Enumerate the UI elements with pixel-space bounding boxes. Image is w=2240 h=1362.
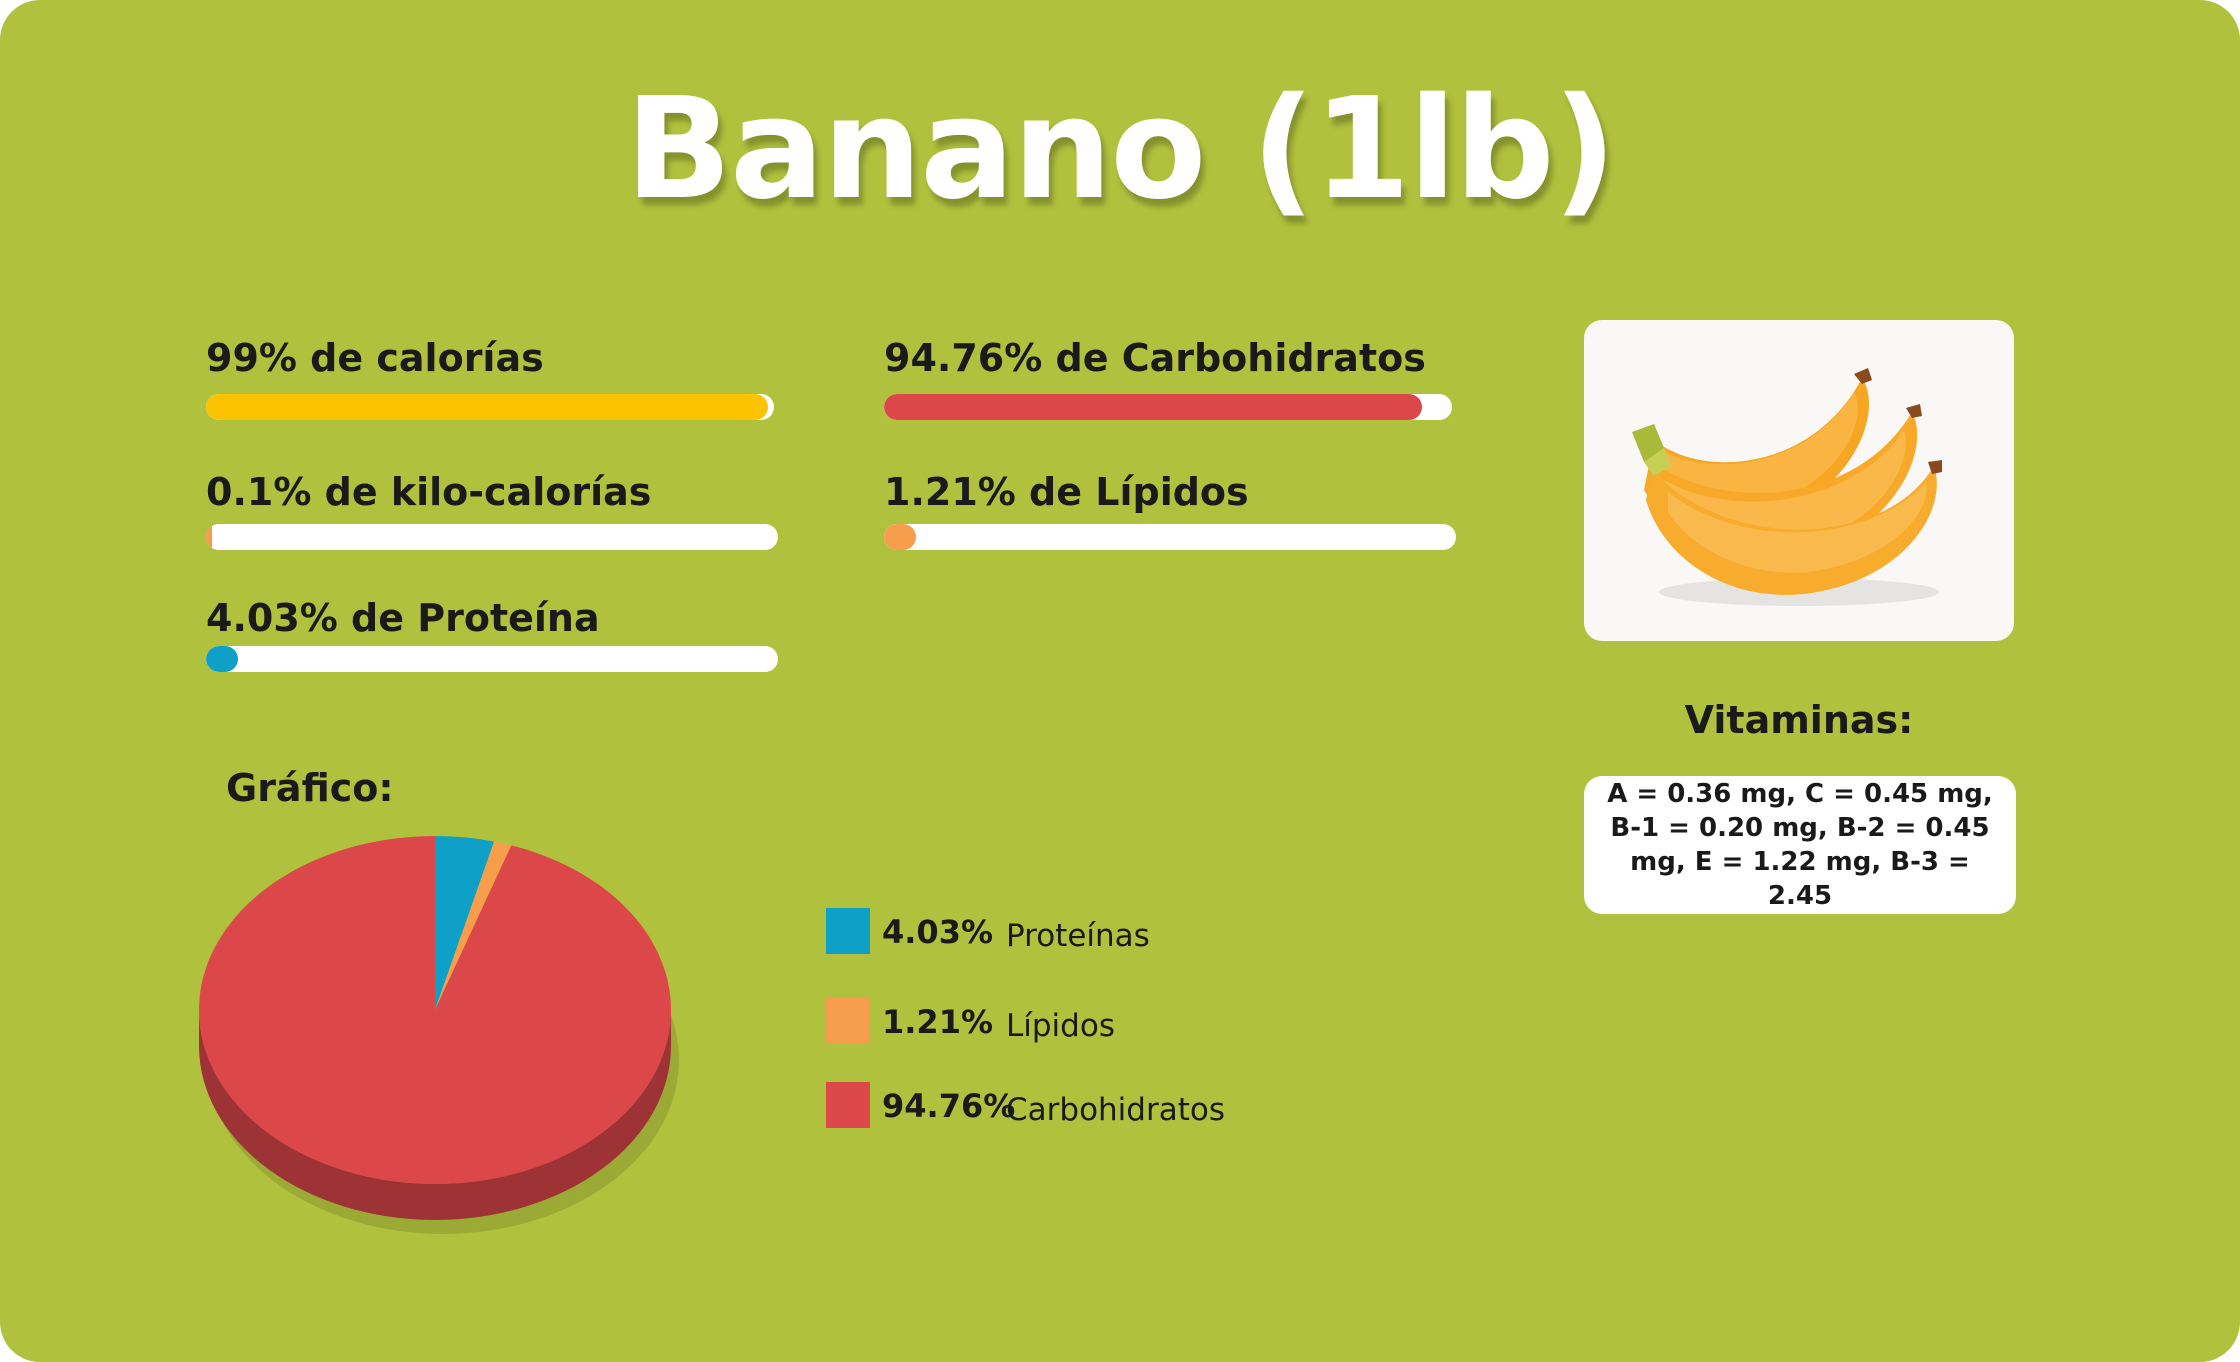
banana-image-card [1584, 320, 2014, 641]
stat-bar-fill-calories [206, 394, 769, 420]
stat-bar-carbohydrates [884, 394, 1452, 420]
vitamins-text: A = 0.36 mg, C = 0.45 mg, B-1 = 0.20 mg,… [1607, 779, 1993, 911]
stat-bar-kilocalories [206, 524, 778, 550]
stat-label-kilocalories: 0.1% de kilo-calorías [206, 470, 652, 514]
legend-swatch-lipids [826, 998, 870, 1044]
stat-bar-lipids [884, 524, 1456, 550]
stat-label-lipids: 1.21% de Lípidos [884, 470, 1249, 514]
pie-slice-lípidos [435, 841, 512, 1010]
legend-label-lipids: Lípidos [1006, 1008, 1115, 1044]
pie-slice-carbohidratos [198, 836, 671, 1184]
stat-bar-fill-lipids [884, 524, 916, 550]
banana-bunch-icon [1632, 368, 1942, 606]
stat-bar-fill-carbohydrates [884, 394, 1423, 420]
stat-bar-protein [206, 646, 778, 672]
pie-slice-proteínas [435, 836, 495, 1010]
legend-swatch-carbohydrates [826, 1082, 870, 1128]
pie-slice-side-carbohidratos [199, 1010, 671, 1220]
chart-title: Gráfico: [226, 766, 394, 810]
stat-bar-fill-kilocalories [206, 524, 212, 550]
vitamins-box: A = 0.36 mg, C = 0.45 mg, B-1 = 0.20 mg,… [1584, 776, 2016, 914]
stat-label-protein: 4.03% de Proteína [206, 596, 600, 640]
stat-bar-fill-protein [206, 646, 238, 672]
legend-label-carbohydrates: Carbohidratos [1006, 1092, 1225, 1128]
legend-label-proteins: Proteínas [1006, 918, 1150, 954]
stat-label-carbohydrates: 94.76% de Carbohidratos [884, 336, 1426, 380]
legend-value-lipids: 1.21% [882, 1003, 994, 1041]
stat-bar-calories [206, 394, 774, 420]
legend-swatch-proteins [826, 908, 870, 954]
legend-value-proteins: 4.03% [882, 913, 994, 951]
legend-value-carbohydrates: 94.76% [882, 1087, 1016, 1125]
vitamins-title: Vitaminas: [1684, 698, 1914, 742]
page-title: Banano (1lb) [625, 68, 1617, 231]
pie-chart [198, 836, 679, 1234]
stat-label-calories: 99% de calorías [206, 336, 544, 380]
